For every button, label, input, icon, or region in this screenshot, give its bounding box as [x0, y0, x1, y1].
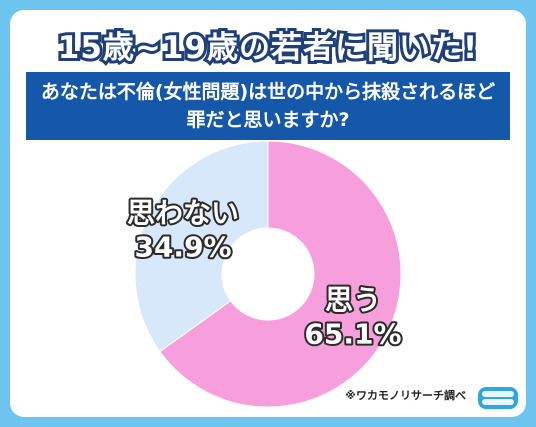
slice-0 [159, 140, 402, 408]
slice-1 [134, 140, 269, 353]
question-box: あなたは不倫(女性問題)は世の中から抹殺されるほど 罪だと思いますか? [26, 72, 510, 140]
slice-value-1: 34.9% [134, 230, 231, 263]
chart-card: 15歳~19歳の若者に聞いた! あなたは不倫(女性問題)は世の中から抹殺されるほ… [10, 10, 526, 417]
source-note: ※ワカモノリサーチ調べ [345, 389, 466, 402]
page-title: 15歳~19歳の若者に聞いた! [55, 27, 480, 69]
slice-value-0: 65.1% [304, 318, 401, 351]
slice-label-0: 思う [325, 284, 381, 317]
question-line-2: 罪だと思いますか? [186, 109, 350, 131]
brand-logo [478, 387, 518, 409]
slice-label-1: 思わない [127, 196, 239, 229]
question-line-1: あなたは不倫(女性問題)は世の中から抹殺されるほど [40, 81, 496, 103]
